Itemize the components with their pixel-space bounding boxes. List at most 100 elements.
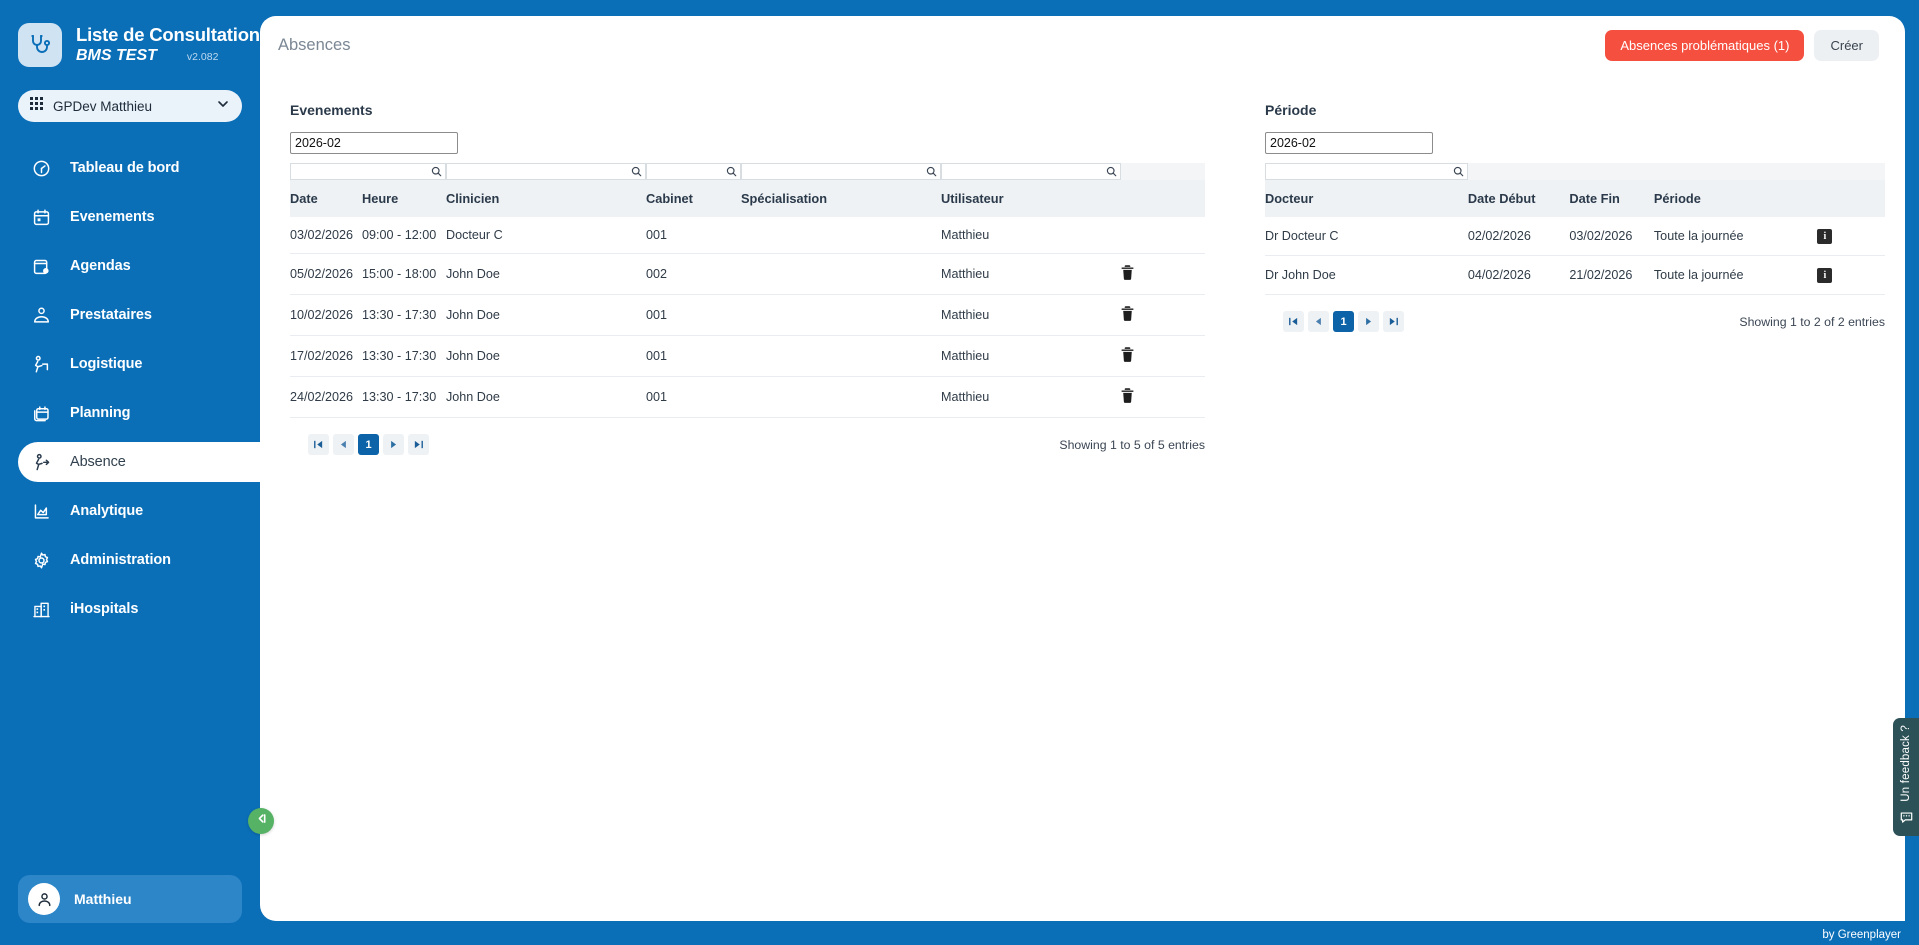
delete-row-button[interactable] <box>1121 265 1134 280</box>
prev-page-icon <box>1315 317 1321 326</box>
periode-pagination-area: 1 Showing 1 to 2 of 2 entries <box>1265 311 1885 332</box>
sidebar-item-planning[interactable]: Planning <box>0 393 260 433</box>
next-page-button[interactable] <box>1358 311 1379 332</box>
cell-cabinet: 002 <box>646 253 741 295</box>
prev-page-button[interactable] <box>333 434 354 455</box>
first-page-button[interactable] <box>308 434 329 455</box>
absence-icon <box>30 451 52 473</box>
search-input-docteur[interactable] <box>1265 163 1468 180</box>
last-page-button[interactable] <box>1383 311 1404 332</box>
chart-icon <box>30 500 52 522</box>
cell-heure: 13:30 - 17:30 <box>362 294 446 336</box>
column-header-utilisateur[interactable]: Utilisateur <box>941 180 1121 217</box>
cell-date: 24/02/2026 <box>290 376 362 418</box>
column-header-date-debut[interactable]: Date Début <box>1467 180 1570 217</box>
cell-clinicien: John Doe <box>446 294 646 336</box>
column-header-specialisation[interactable]: Spécialisation <box>741 180 941 217</box>
first-page-button[interactable] <box>1283 311 1304 332</box>
periode-pagination: 1 <box>1283 311 1404 332</box>
column-header-heure[interactable]: Heure <box>362 180 446 217</box>
table-row[interactable]: 17/02/2026 13:30 - 17:30 John Doe 001 Ma… <box>290 335 1205 377</box>
search-input-date[interactable] <box>290 163 446 180</box>
chat-icon <box>1900 811 1913 829</box>
create-button[interactable]: Créer <box>1814 29 1879 61</box>
sidebar-item-label: iHospitals <box>70 601 139 617</box>
prev-page-button[interactable] <box>1308 311 1329 332</box>
sidebar-item-analytique[interactable]: Analytique <box>0 491 260 531</box>
cell-heure: 13:30 - 17:30 <box>362 335 446 377</box>
search-cell-clinicien[interactable] <box>446 163 646 180</box>
column-header-date[interactable]: Date <box>290 180 362 217</box>
sidebar-item-prestataires[interactable]: Prestataires <box>0 295 260 335</box>
cell-cabinet: 001 <box>646 217 741 254</box>
next-page-button[interactable] <box>383 434 404 455</box>
user-profile-card[interactable]: Matthieu <box>18 875 242 923</box>
search-icon <box>726 166 737 177</box>
next-page-icon <box>391 440 397 449</box>
cell-heure: 13:30 - 17:30 <box>362 376 446 418</box>
search-input-utilisateur[interactable] <box>941 163 1121 180</box>
column-header-clinicien[interactable]: Clinicien <box>446 180 646 217</box>
sidebar-item-evenements[interactable]: Evenements <box>0 197 260 237</box>
search-input-specialisation[interactable] <box>741 163 941 180</box>
org-selector[interactable]: GPDev Matthieu <box>18 90 242 122</box>
evenements-month-input[interactable] <box>290 132 458 154</box>
periode-table: Docteur Date Début Date Fin Période Dr D… <box>1265 163 1885 295</box>
planning-icon <box>30 402 52 424</box>
cell-periode: Toute la journée <box>1653 217 1818 256</box>
last-page-button[interactable] <box>408 434 429 455</box>
delete-row-button[interactable] <box>1121 388 1134 403</box>
evenements-panel: Evenements <box>290 102 1205 455</box>
sidebar-item-ihospitals[interactable]: iHospitals <box>0 589 260 629</box>
column-header-docteur[interactable]: Docteur <box>1265 180 1468 217</box>
search-cell-empty <box>1121 163 1205 180</box>
page-1-button[interactable]: 1 <box>358 434 379 455</box>
sidebar-item-administration[interactable]: Administration <box>0 540 260 580</box>
search-input-clinicien[interactable] <box>446 163 646 180</box>
cell-actions <box>1121 253 1205 295</box>
info-badge[interactable]: i <box>1817 268 1833 283</box>
sidebar-collapse-button[interactable] <box>248 808 274 834</box>
table-row[interactable]: Dr Docteur C 02/02/2026 03/02/2026 Toute… <box>1265 217 1885 256</box>
search-cell-date-heure[interactable] <box>290 163 446 180</box>
topbar-actions: Absences problématiques (1) Créer <box>1605 29 1879 61</box>
search-icon <box>1106 166 1117 177</box>
stethoscope-icon <box>18 23 62 67</box>
content-area: Evenements <box>260 74 1905 455</box>
chevron-down-icon <box>216 97 230 116</box>
delete-row-button[interactable] <box>1121 306 1134 321</box>
sidebar-item-agendas[interactable]: Agendas <box>0 246 260 286</box>
org-selector-label: GPDev Matthieu <box>53 98 153 114</box>
absences-problematiques-button[interactable]: Absences problématiques (1) <box>1605 29 1805 61</box>
search-cell-cabinet[interactable] <box>646 163 741 180</box>
column-header-date-fin[interactable]: Date Fin <box>1569 180 1654 217</box>
search-cell-specialisation[interactable] <box>741 163 941 180</box>
search-cell-utilisateur[interactable] <box>941 163 1121 180</box>
table-row[interactable]: 10/02/2026 13:30 - 17:30 John Doe 001 Ma… <box>290 294 1205 336</box>
sidebar-item-absence[interactable]: Absence <box>18 442 260 482</box>
search-cell-docteur[interactable] <box>1265 163 1468 180</box>
delete-row-button[interactable] <box>1121 347 1134 362</box>
cell-actions <box>1121 335 1205 377</box>
evenements-search-row <box>290 163 1205 180</box>
evenements-pagination: 1 <box>308 434 429 455</box>
search-icon <box>631 166 642 177</box>
sidebar-item-label: Administration <box>70 552 171 568</box>
feedback-tab[interactable]: Un feedback ? <box>1893 718 1919 836</box>
periode-heading: Période <box>1265 102 1317 118</box>
table-row[interactable]: 24/02/2026 13:30 - 17:30 John Doe 001 Ma… <box>290 376 1205 418</box>
column-header-actions <box>1817 180 1885 217</box>
periode-month-input[interactable] <box>1265 132 1433 154</box>
column-header-periode[interactable]: Période <box>1653 180 1818 217</box>
column-header-cabinet[interactable]: Cabinet <box>646 180 741 217</box>
info-badge[interactable]: i <box>1817 229 1833 244</box>
sidebar-item-logistique[interactable]: Logistique <box>0 344 260 384</box>
table-row[interactable]: Dr John Doe 04/02/2026 21/02/2026 Toute … <box>1265 255 1885 295</box>
topbar: Absences Absences problématiques (1) Cré… <box>260 16 1905 74</box>
brand-header: Liste de Consultations BMS TEST v2.082 <box>0 0 270 74</box>
table-row[interactable]: 05/02/2026 15:00 - 18:00 John Doe 002 Ma… <box>290 253 1205 295</box>
page-1-button[interactable]: 1 <box>1333 311 1354 332</box>
table-row[interactable]: 03/02/2026 09:00 - 12:00 Docteur C 001 M… <box>290 217 1205 254</box>
sidebar-item-tableau-de-bord[interactable]: Tableau de bord <box>0 148 260 188</box>
search-input-cabinet[interactable] <box>646 163 741 180</box>
